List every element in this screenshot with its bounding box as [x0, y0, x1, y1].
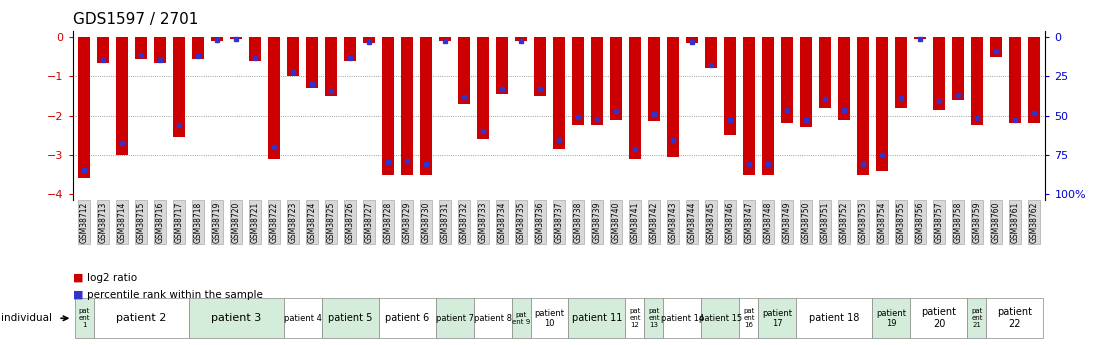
Text: patient 14: patient 14 — [661, 314, 704, 323]
Text: ■: ■ — [73, 290, 83, 300]
Bar — [268, 37, 281, 159]
Bar — [609, 37, 622, 119]
Text: patient 8: patient 8 — [474, 314, 512, 323]
Text: patient
19: patient 19 — [877, 308, 907, 328]
Text: patient 11: patient 11 — [571, 313, 623, 323]
Text: patient 3: patient 3 — [211, 313, 262, 323]
Bar — [325, 37, 338, 96]
Text: GDS1597 / 2701: GDS1597 / 2701 — [73, 11, 198, 27]
Bar — [818, 37, 831, 108]
Text: individual: individual — [1, 313, 53, 323]
Text: pat
ent
13: pat ent 13 — [648, 308, 660, 328]
Bar — [856, 37, 869, 175]
Text: log2 ratio: log2 ratio — [87, 273, 138, 283]
Bar — [628, 37, 641, 159]
Bar — [951, 37, 964, 100]
Bar — [401, 37, 414, 175]
Bar — [116, 37, 129, 155]
Bar — [837, 37, 850, 119]
Bar — [1008, 37, 1021, 124]
Bar — [344, 37, 357, 60]
Text: patient 6: patient 6 — [385, 313, 429, 323]
Bar — [363, 37, 376, 43]
Text: patient 4: patient 4 — [284, 314, 322, 323]
Bar — [571, 37, 585, 125]
Bar — [192, 37, 205, 59]
Text: patient
20: patient 20 — [921, 307, 956, 329]
Bar — [989, 37, 1002, 57]
Bar — [496, 37, 509, 94]
Bar — [761, 37, 774, 175]
Bar — [97, 37, 110, 62]
Text: pat
ent 9: pat ent 9 — [512, 312, 530, 325]
Text: patient 18: patient 18 — [809, 313, 860, 323]
Bar — [590, 37, 604, 125]
Bar — [704, 37, 717, 68]
Bar — [780, 37, 793, 124]
Text: ■: ■ — [73, 273, 83, 283]
Bar — [382, 37, 395, 175]
Bar — [552, 37, 566, 149]
Text: patient 7: patient 7 — [436, 314, 474, 323]
Text: patient
10: patient 10 — [534, 308, 565, 328]
Text: pat
ent
1: pat ent 1 — [78, 308, 89, 328]
Bar — [439, 37, 452, 41]
Bar — [913, 37, 926, 39]
Text: patient 15: patient 15 — [699, 314, 742, 323]
Text: pat
ent
12: pat ent 12 — [629, 308, 641, 328]
Bar — [666, 37, 679, 157]
Bar — [135, 37, 148, 59]
Bar — [533, 37, 547, 96]
Bar — [875, 37, 888, 171]
Bar — [477, 37, 490, 139]
Text: pat
ent
16: pat ent 16 — [743, 308, 755, 328]
Bar — [287, 37, 300, 76]
Text: patient
17: patient 17 — [762, 308, 793, 328]
Bar — [249, 37, 262, 60]
Bar — [970, 37, 983, 125]
Text: patient 2: patient 2 — [116, 313, 167, 323]
Bar — [211, 37, 224, 41]
Bar — [514, 37, 528, 41]
Text: percentile rank within the sample: percentile rank within the sample — [87, 290, 263, 300]
Bar — [894, 37, 907, 108]
Text: patient
22: patient 22 — [997, 307, 1032, 329]
Bar — [154, 37, 167, 62]
Text: patient 5: patient 5 — [328, 313, 372, 323]
Bar — [420, 37, 433, 175]
Bar — [230, 37, 243, 39]
Bar — [742, 37, 755, 175]
Bar — [799, 37, 812, 127]
Bar — [723, 37, 736, 135]
Bar — [78, 37, 91, 178]
Text: pat
ent
21: pat ent 21 — [972, 308, 983, 328]
Bar — [647, 37, 660, 121]
Bar — [932, 37, 945, 110]
Bar — [173, 37, 186, 137]
Bar — [1027, 37, 1040, 124]
Bar — [458, 37, 471, 104]
Bar — [685, 37, 698, 43]
Bar — [306, 37, 319, 88]
